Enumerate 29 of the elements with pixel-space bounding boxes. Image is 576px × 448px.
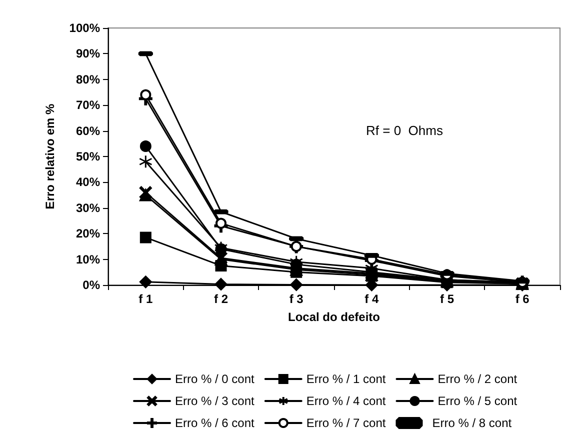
legend-label: Erro % / 0 cont [175, 372, 256, 386]
y-tick-label: 0% [82, 278, 100, 292]
legend-label: Erro % / 2 cont [438, 372, 518, 386]
legend-label: Erro % / 4 cont [306, 394, 386, 408]
x-tick-label: f 5 [440, 292, 454, 306]
legend-label: Erro % / 5 cont [438, 394, 518, 408]
y-tick-label: 20% [76, 226, 100, 241]
y-tick-label: 30% [76, 200, 100, 215]
y-tick-label: 80% [76, 72, 100, 86]
annotation: Rf = 0 Ohms [366, 123, 444, 138]
x-tick-label: f 4 [364, 292, 379, 306]
x-tick-label: f 2 [214, 292, 228, 306]
y-tick-label: 10% [76, 252, 100, 266]
x-tick-label: f 1 [138, 292, 153, 306]
legend-label: Erro % / 8 cont [432, 416, 512, 430]
y-tick-label: 70% [76, 98, 100, 112]
y-tick-label: 90% [76, 46, 100, 61]
y-tick-label: 50% [76, 150, 100, 164]
y-tick-label: 100% [69, 21, 100, 35]
x-tick-label: f 3 [289, 292, 304, 306]
legend-label: Erro % / 6 cont [175, 416, 256, 430]
y-tick-label: 40% [76, 175, 100, 190]
legend-label: Erro % / 3 cont [175, 394, 256, 408]
y-axis-title: Erro relativo em % [43, 103, 57, 210]
legend-label: Erro % / 7 cont [306, 416, 386, 430]
y-tick-label: 60% [76, 124, 100, 138]
legend-label: Erro % / 1 cont [306, 372, 386, 386]
x-tick-label: f 6 [515, 292, 530, 306]
x-axis-title: Local do defeito [288, 310, 380, 324]
